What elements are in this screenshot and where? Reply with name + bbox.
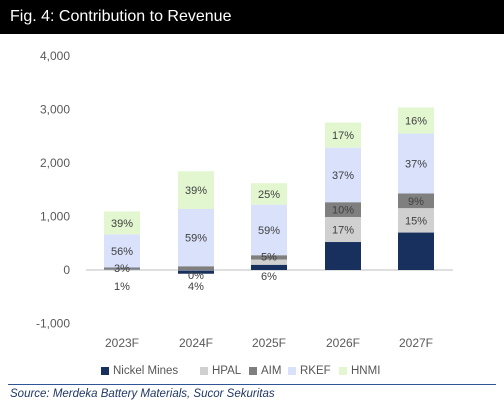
bar-nickel-mines-2025f <box>251 264 287 270</box>
bar-aim-2023f <box>104 267 140 270</box>
legend-swatch <box>200 367 208 375</box>
data-label-aim-2026f: 10% <box>332 205 354 217</box>
bar-hnmi-2027f <box>398 107 434 134</box>
data-label-hnmi-2027f: 16% <box>405 115 427 127</box>
data-label-hnmi-2024f: 39% <box>185 185 207 197</box>
data-label-nickel-mines-2026f: 19% <box>332 275 354 287</box>
revenue-chart: -1,000 0 1,000 2,000 3,000 4,000 1% 3% 56% 39% 4%… <box>36 49 453 350</box>
data-label-hnmi-2025f: 25% <box>258 189 280 201</box>
legend-item-nickel-mines: Nickel Mines <box>101 362 178 380</box>
x-tick-label: 2025F <box>252 336 286 350</box>
bars <box>104 107 434 274</box>
data-label-aim-2023f: 3% <box>114 263 130 275</box>
legend-label: Nickel Mines <box>113 365 179 377</box>
data-label-aim-2025f: 5% <box>261 251 277 263</box>
data-label-nickel-mines-2025f: 6% <box>261 271 277 283</box>
x-tick-label: 2026F <box>326 336 360 350</box>
y-tick-label: 0 <box>63 263 70 277</box>
bar-aim-2025f <box>251 255 287 260</box>
data-label-aim-2027f: 9% <box>408 196 424 208</box>
source-divider <box>8 384 496 385</box>
bar-nickel-mines-2027f <box>398 232 434 270</box>
bar-rkef-2027f <box>398 133 434 194</box>
bar-hnmi-2024f <box>178 171 214 210</box>
data-label-rkef-2025f: 59% <box>258 225 280 237</box>
source-note: Source: Merdeka Battery Materials, Sucor… <box>10 388 275 400</box>
bar-hpal-2025f <box>251 259 287 265</box>
data-label-hnmi-2026f: 17% <box>332 130 354 142</box>
legend-item-rkef: RKEF <box>288 362 331 380</box>
title-bar: Fig. 4: Contribution to Revenue <box>0 0 504 34</box>
bar-rkef-2024f <box>178 209 214 267</box>
legend-item-hpal: HPAL <box>200 362 241 380</box>
legend-swatch <box>288 367 296 375</box>
x-tick-label: 2023F <box>105 336 139 350</box>
legend-swatch <box>339 367 347 375</box>
bar-aim-2026f <box>325 202 361 217</box>
y-tick-label: 1,000 <box>40 210 70 224</box>
data-label-rkef-2026f: 37% <box>332 170 354 182</box>
bar-hpal-2026f <box>325 216 361 243</box>
legend-item-hnmi: HNMI <box>339 362 380 380</box>
data-label-rkef-2024f: 59% <box>185 233 207 245</box>
bar-hpal-2024f <box>178 270 214 271</box>
legend-item-aim: AIM <box>249 362 281 380</box>
data-label-hpal-2027f: 15% <box>405 215 427 227</box>
data-label-rkef-2023f: 56% <box>111 246 133 258</box>
bar-rkef-2025f <box>251 204 287 256</box>
x-tick-label: 2024F <box>179 336 213 350</box>
legend-label: RKEF <box>300 365 331 377</box>
y-tick-label: 4,000 <box>40 49 70 63</box>
bar-hpal-2027f <box>398 208 434 233</box>
y-axis: -1,000 0 1,000 2,000 3,000 4,000 <box>36 49 453 331</box>
bar-nickel-mines-2024f <box>178 270 214 274</box>
figure-title: Fig. 4: Contribution to Revenue <box>10 8 232 25</box>
x-axis: 2023F 2024F 2025F 2026F 2027F <box>105 336 433 350</box>
y-tick-label: 2,000 <box>40 156 70 170</box>
bar-labels: 1% 3% 56% 39% 4%0% 59% 39% 6% 5% 59% 25% 19% 17% 10% 3… <box>111 115 427 293</box>
legend: Nickel Mines HPAL AIM RKEF HNMI <box>0 362 504 380</box>
bar-nickel-mines-2026f <box>325 242 361 270</box>
bar-rkef-2023f <box>104 234 140 268</box>
data-label-hpal-2026f: 17% <box>332 225 354 237</box>
legend-label: AIM <box>261 365 282 377</box>
data-label-nickel-mines-2023f: 1% <box>114 281 130 293</box>
data-label-hnmi-2023f: 39% <box>111 218 133 230</box>
data-label-nickel-mines-2024f: 4% <box>188 281 204 293</box>
data-label-rkef-2027f: 37% <box>405 158 427 170</box>
y-tick-label: 3,000 <box>40 103 70 117</box>
bar-rkef-2026f <box>325 147 361 203</box>
x-tick-label: 2027F <box>399 336 433 350</box>
legend-swatch <box>101 367 109 375</box>
bar-hnmi-2025f <box>251 183 287 205</box>
y-tick-label: -1,000 <box>36 317 70 331</box>
data-label-nickel-mines-2027f: 23% <box>405 271 427 283</box>
legend-swatch <box>249 367 257 375</box>
bar-hnmi-2026f <box>325 122 361 148</box>
legend-label: HPAL <box>212 365 242 377</box>
bar-hpal-2023f <box>104 269 140 270</box>
bar-aim-2024f <box>178 266 214 270</box>
data-label-hpal-2024f: 0% <box>188 270 204 282</box>
legend-label: HNMI <box>351 365 381 377</box>
bar-hnmi-2023f <box>104 211 140 235</box>
bar-aim-2027f <box>398 193 434 209</box>
